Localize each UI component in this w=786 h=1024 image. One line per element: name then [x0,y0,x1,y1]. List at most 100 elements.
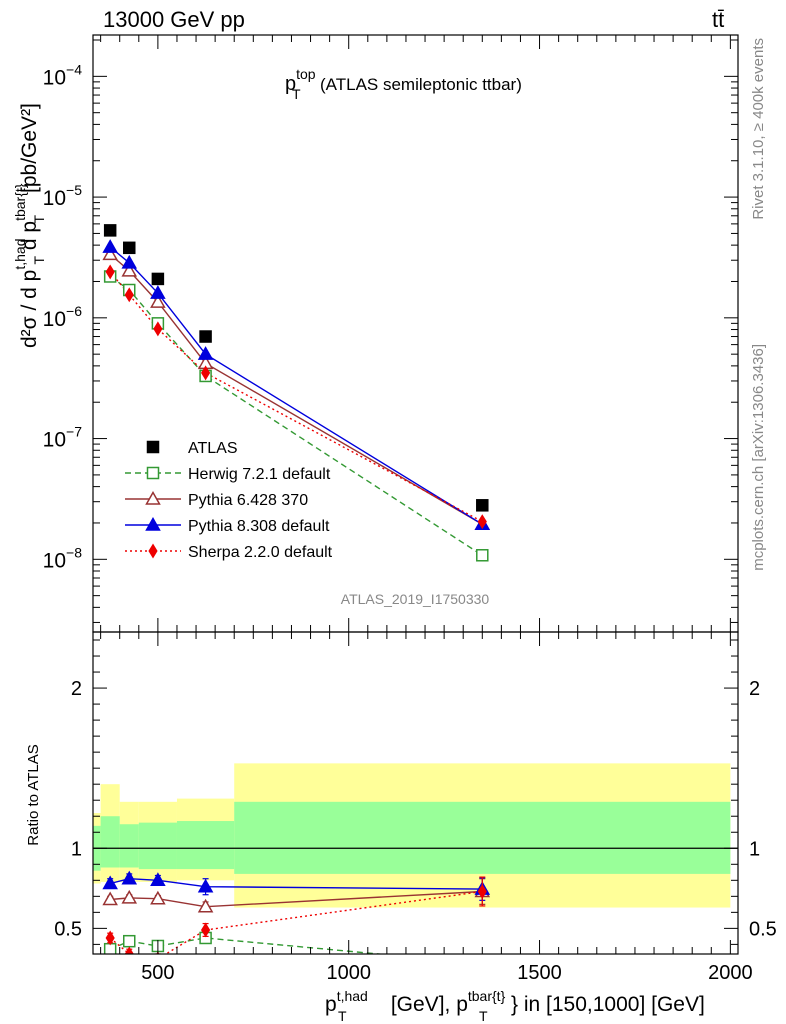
analysis-id-label: ATLAS_2019_I1750330 [341,591,490,607]
ratio-point-pythia8 [197,878,214,893]
main-line-herwig [109,275,483,556]
legend-label-pythia8: Pythia 8.308 default [188,518,330,535]
ratio-point-sherpa [124,946,134,954]
plot-title-sup: top [296,66,316,82]
x-axis-label-sup2: tbar{t} [468,988,506,1004]
ratio-point-herwig [123,934,136,948]
x-axis-label-sub1: T [338,1008,347,1024]
legend-label-atlas: ATLAS [188,440,238,457]
header-energy-label: 13000 GeV pp [103,7,245,32]
legend-marker-herwig [146,466,160,480]
main-point-sherpa [477,514,487,530]
main-y-tick-label: 10−8 [43,544,83,572]
ratio-band-inner [234,801,731,874]
main-y-tick-label: 10−7 [43,424,83,452]
ratio-y-tick-label-right: 0.5 [749,918,777,940]
y-axis-label: d²σ / d pt,had T d ptbar{t} T[pb/GeV²] [12,103,47,348]
main-y-tick-label: 10−6 [43,303,83,331]
y-axis-label-sub1: T [31,256,47,265]
main-y-tick-exp: −5 [66,182,82,198]
x-axis-label-sub2: T [479,1008,488,1024]
main-point-pythia8 [197,346,214,360]
main-line-sherpa [109,271,483,523]
main-y-tick-label: 10−4 [43,61,83,89]
ratio-point-pythia6 [197,898,214,913]
y-axis-label-sup1: t,had [12,239,28,270]
main-y-tick-exp: −8 [66,544,82,560]
ratio-point-sherpa [477,884,487,899]
y-axis-label-mid: d p [18,221,41,256]
ratio-point-pythia6 [102,891,118,906]
main-y-tick-base: 10 [43,429,66,452]
ratio-y-tick-label-left: 1 [71,838,82,860]
plot-title: ptop T (ATLAS semileptonic ttbar) [285,66,522,102]
ratio-point-pythia6 [150,890,166,905]
main-point-pythia8 [102,239,118,253]
main-point-atlas [476,499,489,512]
x-axis-label-p: p [325,993,337,1016]
x-axis-label: pt,had T [GeV], ptbar{t} T} in [150,1000] … [325,988,705,1024]
legend-marker-atlas [146,440,160,454]
x-axis-label-sup1: t,had [337,988,368,1004]
mcplots-label: mcplots.cern.ch [arXiv:1306.3436] [750,344,767,571]
ratio-axis-label: Ratio to ATLAS [25,744,42,845]
x-tick-label: 1500 [517,962,562,984]
ratio-band-inner [119,824,139,868]
ratio-panel-frame [92,631,739,955]
ratio-line-herwig [109,937,387,954]
x-tick-label: 2000 [708,962,753,984]
main-y-tick-base: 10 [43,187,66,210]
main-line-pythia6 [109,253,483,525]
ratio-y-tick-label-right: 1 [749,838,760,860]
ratio-point-sherpa [105,930,115,946]
header-process-tbar: t̄ [718,7,724,32]
y-axis-label-unit: [pb/GeV²] [18,103,41,193]
plot-title-sub: T [292,86,301,102]
x-tick-label: 500 [141,962,174,984]
main-point-pythia6 [121,262,138,277]
legend-marker-sherpa [148,543,158,559]
ratio-band-inner [100,816,120,868]
main-point-atlas [103,224,117,237]
ratio-y-tick-label-left: 2 [71,678,82,700]
ratio-line-sherpa [109,890,483,954]
legend-label-herwig: Herwig 7.2.1 default [188,466,331,483]
main-point-atlas [123,241,136,255]
ratio-point-pythia8 [150,872,166,887]
plot-title-rest: (ATLAS semileptonic ttbar) [320,75,522,94]
main-point-atlas [151,272,165,286]
main-point-atlas [199,330,212,343]
main-y-tick-exp: −7 [66,424,82,440]
main-point-pythia8 [121,254,138,269]
ratio-y-tick-label-right: 2 [749,678,760,700]
y-axis-label-d2sigma: d²σ / d p [18,270,41,348]
ratio-y-tick-label-left: 0.5 [54,918,82,940]
legend-marker-pythia6 [145,490,161,505]
main-y-tick-base: 10 [43,549,66,572]
main-point-sherpa [201,365,211,381]
ratio-point-sherpa [201,922,211,938]
header-process-t: t [712,7,718,32]
main-y-tick-exp: −4 [66,61,82,77]
ratio-point-pythia6 [121,889,138,904]
x-tick-label: 1000 [326,962,371,984]
ratio-band-inner [138,822,177,870]
ratio-point-pythia8 [102,875,118,890]
main-point-pythia6 [150,294,166,308]
header-process-label: tt̄ [712,7,724,32]
main-point-herwig [476,549,489,562]
main-y-tick-exp: −6 [66,303,82,319]
y-axis-label-sub2: T [31,215,47,224]
legend-marker-pythia8 [145,516,161,531]
legend-label-sherpa: Sherpa 2.2.0 default [188,544,333,561]
x-axis-label-rest: } in [150,1000] [GeV] [511,993,705,1016]
legend: ATLAS Herwig 7.2.1 default Pythia 6.428 37… [125,440,333,561]
main-y-tick-base: 10 [43,66,66,89]
rivet-version-label: Rivet 3.1.10, ≥ 400k events [750,38,767,220]
main-point-pythia8 [150,285,166,299]
main-point-sherpa [124,287,134,303]
main-y-tick-base: 10 [43,308,66,331]
ratio-point-herwig [477,958,488,969]
main-point-pythia6 [102,246,118,261]
